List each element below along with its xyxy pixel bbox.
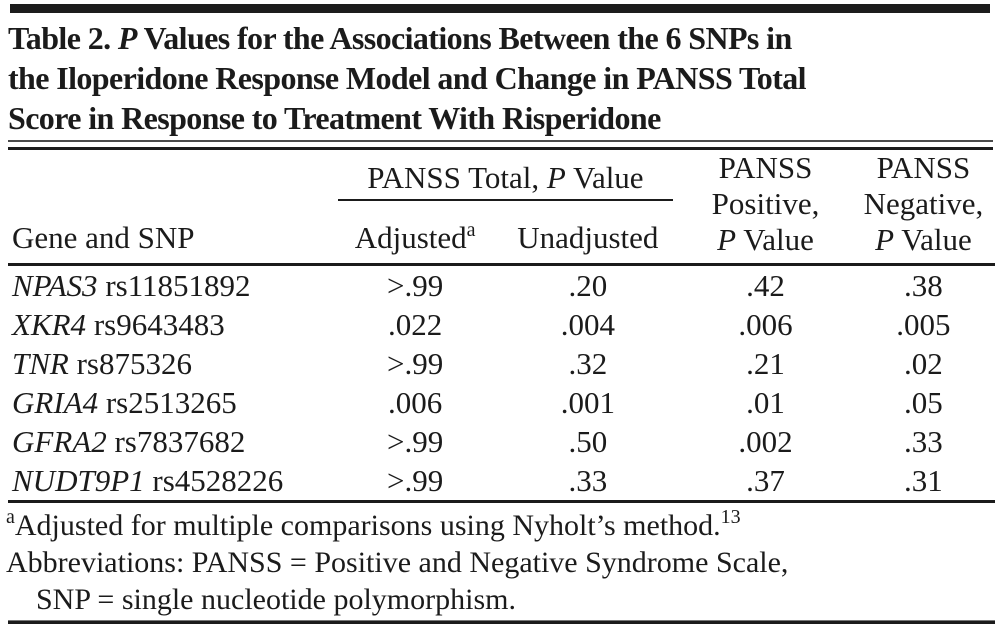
negative-pvalue-cell: .31 bbox=[851, 461, 995, 503]
pvalues-table: PANSS Total, P Value PANSS Positive, P V… bbox=[8, 150, 995, 503]
table-body: NPAS3 rs11851892 >.99 .20 .42 .38 XKR4 r… bbox=[8, 265, 995, 503]
table-title-line-2: the Iloperidone Response Model and Chang… bbox=[8, 60, 807, 96]
table-title-line-1: Table 2. P Values for the Associations B… bbox=[8, 20, 792, 56]
footnote-marker-a: a bbox=[466, 218, 476, 241]
column-header-gene-and-snp: Gene and SNP bbox=[8, 200, 334, 266]
reference-13: 13 bbox=[720, 506, 741, 528]
adjusted-pvalue-cell: >.99 bbox=[387, 423, 444, 459]
top-rule bbox=[10, 4, 990, 13]
negative-pvalue-cell: .05 bbox=[904, 384, 943, 420]
panss-positive-line-2: Positive, bbox=[711, 186, 820, 221]
negative-pvalue-cell: .02 bbox=[904, 345, 943, 381]
adjusted-pvalue-cell: .006 bbox=[388, 384, 443, 420]
table-header: PANSS Total, P Value PANSS Positive, P V… bbox=[8, 150, 995, 266]
footnote-abbreviations-line-2: SNP = single nucleotide polymorphism. bbox=[36, 583, 516, 616]
adjusted-pvalue-cell: >.99 bbox=[333, 461, 497, 503]
adjusted-pvalue-cell: >.99 bbox=[387, 345, 444, 381]
gene-snp-cell: GRIA4 rs2513265 bbox=[12, 384, 237, 420]
table-row: XKR4 rs9643483 .022 .004 .006 .005 bbox=[8, 305, 995, 344]
title-separator-double-rule bbox=[8, 140, 993, 150]
column-group-panss-total: PANSS Total, P Value bbox=[334, 150, 679, 201]
table-footnotes: aAdjusted for multiple comparisons using… bbox=[6, 507, 1001, 618]
unadjusted-pvalue-cell: .33 bbox=[496, 461, 680, 503]
unadjusted-pvalue-cell: .20 bbox=[568, 267, 608, 303]
negative-pvalue-cell: .33 bbox=[904, 423, 943, 459]
positive-pvalue-cell: .006 bbox=[738, 306, 793, 342]
footnote-marker-a: a bbox=[6, 506, 15, 528]
panss-negative-line-3: P Value bbox=[875, 222, 972, 257]
unadjusted-pvalue-cell: .001 bbox=[560, 384, 615, 420]
column-header-panss-positive: PANSS Positive, P Value bbox=[679, 150, 852, 266]
gene-snp-cell: XKR4 rs9643483 bbox=[12, 306, 225, 342]
adjusted-pvalue-cell: >.99 bbox=[387, 267, 444, 303]
unadjusted-pvalue-cell: .004 bbox=[560, 306, 615, 342]
table-row: TNR rs875326 >.99 .32 .21 .02 bbox=[8, 344, 995, 383]
unadjusted-pvalue-cell: .50 bbox=[568, 423, 608, 459]
footnote-adjusted-method: aAdjusted for multiple comparisons using… bbox=[6, 506, 741, 542]
positive-pvalue-cell: .21 bbox=[746, 345, 785, 381]
negative-pvalue-cell: .005 bbox=[896, 306, 951, 342]
header-empty-cell bbox=[8, 150, 334, 201]
column-header-unadjusted: Unadjusted bbox=[496, 200, 680, 266]
table-row: GRIA4 rs2513265 .006 .001 .01 .05 bbox=[8, 383, 995, 422]
gene-snp-cell: GFRA2 rs7837682 bbox=[12, 423, 246, 459]
gene-snp-cell: NPAS3 rs11851892 bbox=[12, 267, 251, 303]
table-title: Table 2. P Values for the Associations B… bbox=[8, 18, 1001, 138]
panss-positive-line-3: P Value bbox=[717, 222, 814, 257]
footnote-abbreviations-line-1: Abbreviations: PANSS = Positive and Nega… bbox=[6, 546, 789, 579]
column-header-adjusted: Adjusteda bbox=[333, 200, 497, 266]
panss-positive-line-1: PANSS bbox=[718, 150, 813, 185]
header-row-spanner: PANSS Total, P Value PANSS Positive, P V… bbox=[8, 150, 995, 266]
unadjusted-pvalue-cell: .32 bbox=[568, 345, 608, 381]
column-group-panss-total-label: PANSS Total, P Value bbox=[337, 160, 674, 201]
positive-pvalue-cell: .37 bbox=[679, 461, 852, 503]
bottom-rule bbox=[8, 620, 995, 624]
panss-negative-line-2: Negative, bbox=[863, 186, 984, 221]
negative-pvalue-cell: .38 bbox=[904, 267, 943, 303]
table-row: NPAS3 rs11851892 >.99 .20 .42 .38 bbox=[8, 265, 995, 306]
positive-pvalue-cell: .42 bbox=[746, 267, 785, 303]
gene-snp-cell: NUDT9P1 rs4528226 bbox=[8, 461, 334, 503]
header-row-subcolumns: Gene and SNP Adjusteda Unadjusted bbox=[8, 200, 995, 266]
column-header-panss-negative: PANSS Negative, P Value bbox=[851, 150, 995, 266]
panss-negative-line-1: PANSS bbox=[876, 150, 971, 185]
positive-pvalue-cell: .002 bbox=[738, 423, 793, 459]
table-row: NUDT9P1 rs4528226 >.99 .33 .37 .31 bbox=[8, 461, 995, 503]
gene-snp-cell: TNR rs875326 bbox=[12, 345, 192, 381]
table-row: GFRA2 rs7837682 >.99 .50 .002 .33 bbox=[8, 422, 995, 461]
adjusted-pvalue-cell: .022 bbox=[388, 306, 443, 342]
table-title-line-3: Score in Response to Treatment With Risp… bbox=[8, 100, 661, 136]
positive-pvalue-cell: .01 bbox=[746, 384, 785, 420]
